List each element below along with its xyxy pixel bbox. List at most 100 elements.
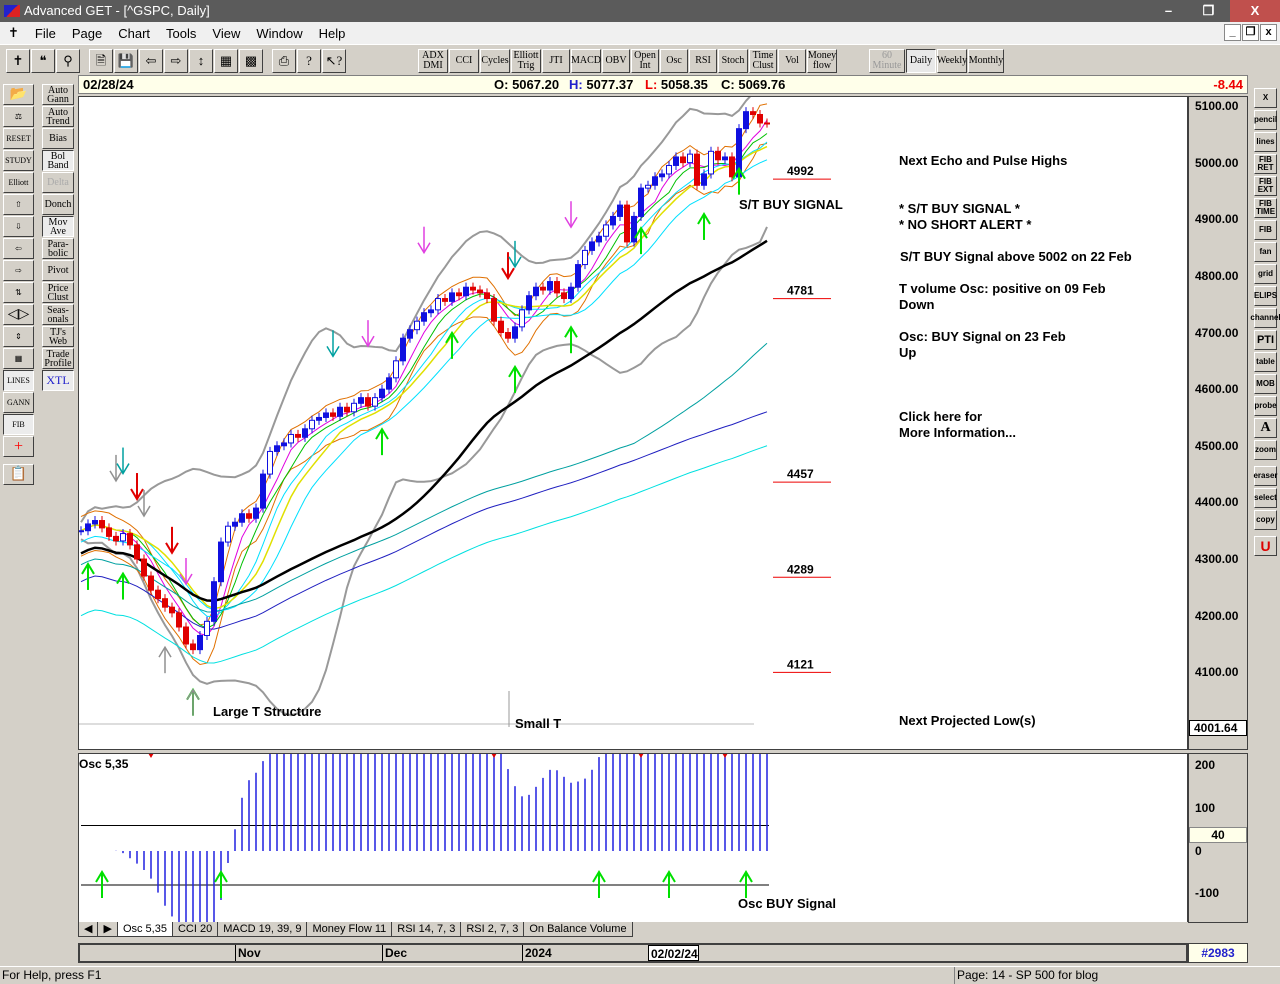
tool-eraser-button[interactable]: eraser xyxy=(1253,466,1278,486)
period-button-weekly[interactable]: Weekly xyxy=(937,49,967,73)
study-mov-ave-button[interactable]: Mov Ave xyxy=(42,216,74,237)
study-delta-button[interactable]: Delta xyxy=(42,172,74,193)
tool-select-button[interactable]: select xyxy=(1254,488,1277,508)
tool-vertical-zoom-button[interactable]: ⇕ xyxy=(3,326,34,347)
print-button[interactable]: ⎙ xyxy=(272,49,296,73)
tool-balance-button[interactable]: ⚖ xyxy=(3,106,34,127)
tool-down-arrow-button[interactable]: ⇩ xyxy=(3,216,34,237)
menu-tools[interactable]: Tools xyxy=(166,25,197,41)
tool-pencil-button[interactable]: pencil xyxy=(1254,110,1277,130)
study-button-macd[interactable]: MACD xyxy=(571,49,601,73)
context-help-button[interactable]: ↖? xyxy=(322,49,346,73)
study-bias-button[interactable]: Bias xyxy=(42,128,74,149)
period-button-60-minute[interactable]: 60 Minute xyxy=(869,49,905,73)
tab-osc-5-35[interactable]: Osc 5,35 xyxy=(116,922,173,937)
cursor-button[interactable]: ✝ xyxy=(6,49,30,73)
menu-window[interactable]: Window xyxy=(256,25,303,41)
tool-crosshair-button[interactable]: + xyxy=(3,436,34,457)
price-axis[interactable]: 5100.00 5000.00 4900.00 4800.00 4700.00 4600.… xyxy=(1188,96,1248,750)
tool-study-button[interactable]: STUDY xyxy=(3,150,34,171)
menu-help[interactable]: Help xyxy=(318,25,346,41)
study-button-cycles[interactable]: Cycles xyxy=(480,49,510,73)
tab-money-flow-11[interactable]: Money Flow 11 xyxy=(306,922,393,937)
tool-open-folder-button[interactable]: 📂 xyxy=(3,84,34,105)
close-button[interactable]: X xyxy=(1230,0,1280,22)
tool-fib-ret-button[interactable]: FIB RET xyxy=(1254,154,1277,174)
tab-rsi-14-7-3[interactable]: RSI 14, 7, 3 xyxy=(391,922,462,937)
menu-page[interactable]: Page xyxy=(71,25,103,41)
study-button-money-flow[interactable]: Money flow xyxy=(807,49,837,73)
mdi-restore-button[interactable]: ❐ xyxy=(1242,24,1259,41)
study-bol-band-button[interactable]: Bol Band xyxy=(42,150,74,171)
search-button[interactable]: ⚲ xyxy=(56,49,80,73)
tool-fib-time-button[interactable]: FIB TIME xyxy=(1254,198,1277,218)
tool-reset-button[interactable]: RESET xyxy=(3,128,34,149)
study-button-vol[interactable]: Vol xyxy=(778,49,806,73)
menu-view[interactable]: View xyxy=(212,25,241,41)
study-pivot-button[interactable]: Pivot xyxy=(42,260,74,281)
tool-mob-button[interactable]: MOB xyxy=(1254,374,1277,394)
tool-fan-button[interactable]: fan xyxy=(1254,242,1277,262)
study-tj-s-web-button[interactable]: TJ's Web xyxy=(42,326,74,347)
study-seas-onals-button[interactable]: Seas-onals xyxy=(42,304,74,325)
tool-fib-button[interactable]: FIB xyxy=(3,414,34,435)
restore-button[interactable]: ❐ xyxy=(1202,3,1215,18)
tool-compress-bars-button[interactable]: ⇅ xyxy=(3,282,34,303)
tab-scroll-right[interactable]: ▶ xyxy=(97,922,118,937)
study-para-bolic-button[interactable]: Para-bolic xyxy=(42,238,74,259)
tool-fib-button[interactable]: FIB xyxy=(1254,220,1277,240)
period-button-monthly[interactable]: Monthly xyxy=(968,49,1004,73)
study-button-obv[interactable]: OBV xyxy=(602,49,630,73)
study-button-open-int[interactable]: Open Int xyxy=(631,49,659,73)
tool-table-button[interactable]: table xyxy=(1254,352,1277,372)
study-trade-profile-button[interactable]: Trade Profile xyxy=(42,348,74,369)
compress-button[interactable]: ▦ xyxy=(214,49,238,73)
price-chart-panel[interactable]: 4992 4781 4457 4289 4121 Next Echo and Pulse… xyxy=(78,96,1188,750)
save-button[interactable]: 💾 xyxy=(114,49,138,73)
tool-fib-ext-button[interactable]: FIB EXT xyxy=(1254,176,1277,196)
study-button-osc[interactable]: Osc xyxy=(660,49,688,73)
help-button[interactable]: ? xyxy=(297,49,321,73)
tool-lines-button[interactable]: lines xyxy=(1254,132,1277,152)
oscillator-panel[interactable]: Osc 5,35 Osc BUY Signal xyxy=(78,753,1189,924)
oscillator-chart[interactable] xyxy=(79,754,1189,924)
tab-on-balance-volume[interactable]: On Balance Volume xyxy=(523,922,633,937)
more-information-link[interactable]: Click here for More Information... xyxy=(899,409,1016,440)
tab-rsi-2-7-3[interactable]: RSI 2, 7, 3 xyxy=(460,922,525,937)
tool-u-button[interactable]: U xyxy=(1254,536,1277,556)
expand-button[interactable]: ↕ xyxy=(189,49,213,73)
oscillator-axis[interactable]: 200 100 0 -100 40 xyxy=(1188,753,1248,923)
tool-channel-button[interactable]: channel xyxy=(1250,308,1280,328)
tool-zoom-button[interactable]: zoom xyxy=(1254,440,1277,460)
tool-lines-button[interactable]: LINES xyxy=(3,370,34,391)
mdi-minimize-button[interactable]: _ xyxy=(1224,24,1241,41)
tool-properties-button[interactable]: 📋 xyxy=(3,464,34,485)
tool-left-arrow-button[interactable]: ⇦ xyxy=(3,238,34,259)
tool-x-button[interactable]: X xyxy=(1254,88,1277,108)
app-menu-icon[interactable]: ✝ xyxy=(8,25,19,40)
tool-probe-button[interactable]: probe xyxy=(1254,396,1277,416)
tool-gann-button[interactable]: GANN xyxy=(3,392,34,413)
scroll-left-button[interactable]: ⇦ xyxy=(139,49,163,73)
study-price-clust-button[interactable]: Price Clust xyxy=(42,282,74,303)
mdi-close-button[interactable]: x xyxy=(1260,24,1277,41)
tab-scroll-left[interactable]: ◀ xyxy=(78,922,99,937)
date-axis[interactable]: Nov Dec 2024 02/02/24 xyxy=(78,943,1188,963)
period-button-daily[interactable]: Daily xyxy=(906,49,936,73)
tool-right-arrow-button[interactable]: ⇨ xyxy=(3,260,34,281)
study-button-jti[interactable]: JTI xyxy=(542,49,570,73)
tool-elliott-button[interactable]: Elliott xyxy=(3,172,34,193)
tab-macd-19-39-9[interactable]: MACD 19, 39, 9 xyxy=(217,922,308,937)
tool-grid-button[interactable]: grid xyxy=(1254,264,1277,284)
study-button-adx-dmi[interactable]: ADX DMI xyxy=(418,49,448,73)
tool-expand-bars-button[interactable]: ◁▷ xyxy=(3,304,34,325)
tool-up-arrow-button[interactable]: ⇧ xyxy=(3,194,34,215)
study-donch-button[interactable]: Donch xyxy=(42,194,74,215)
study-button-stoch[interactable]: Stoch xyxy=(718,49,748,73)
minimize-button[interactable]: – xyxy=(1164,3,1173,18)
study-button-cci[interactable]: CCI xyxy=(449,49,479,73)
tool-grid-button[interactable]: ▦ xyxy=(3,348,34,369)
new-page-button[interactable]: 🗎 xyxy=(89,49,113,73)
tool-a-button[interactable]: A xyxy=(1254,418,1277,438)
tool-pti-button[interactable]: PTI xyxy=(1254,330,1277,350)
